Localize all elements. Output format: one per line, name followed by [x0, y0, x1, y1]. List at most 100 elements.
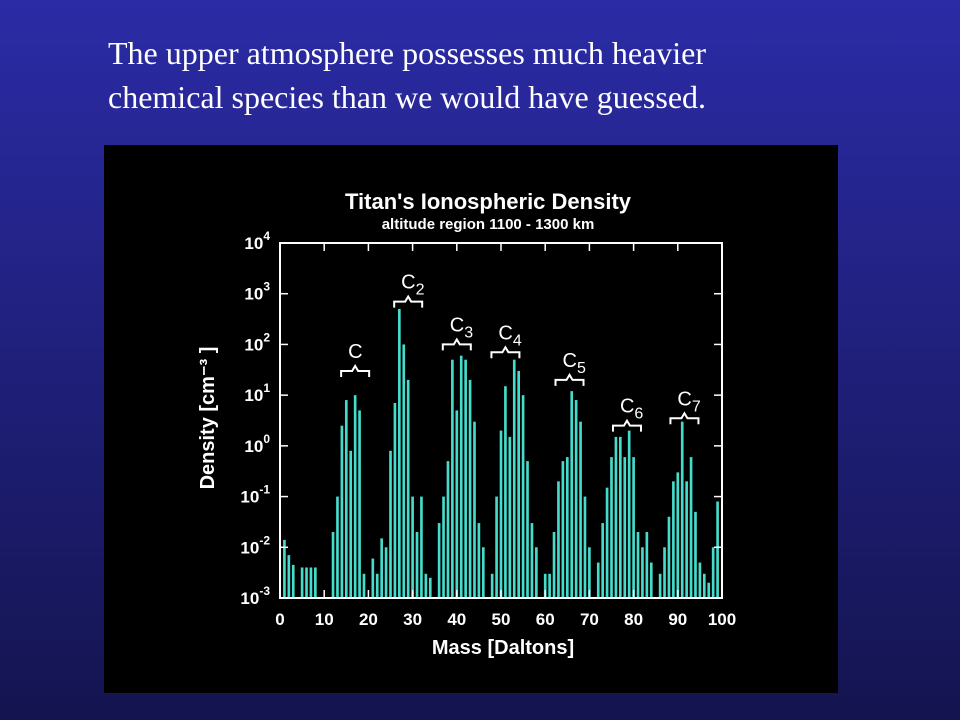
- bar: [685, 481, 688, 598]
- bar: [672, 481, 675, 598]
- annotation-bracket: [611, 418, 642, 432]
- slide-text: chemical species than we would have gues…: [108, 79, 706, 115]
- bar: [588, 547, 591, 598]
- x-tick-label: 70: [580, 610, 599, 629]
- y-tick-base: 10: [244, 285, 263, 304]
- bar: [411, 496, 414, 598]
- annotation-text: C: [620, 396, 634, 418]
- y-tick-label: 104: [244, 229, 270, 253]
- y-axis-label: Density [cm⁻³ ]: [197, 347, 219, 490]
- bar: [521, 395, 525, 598]
- bar: [371, 558, 375, 598]
- bar: [530, 523, 534, 598]
- y-tick-exponent: 0: [263, 432, 270, 446]
- bar: [380, 538, 383, 598]
- y-tick-base: 10: [244, 335, 263, 354]
- x-tick-label: 40: [447, 610, 466, 629]
- y-tick-exponent: 4: [263, 229, 270, 243]
- bar: [389, 450, 392, 598]
- annotation-text: C: [677, 388, 691, 410]
- bar: [353, 395, 357, 598]
- y-tick-exponent: -1: [259, 483, 270, 497]
- bar: [393, 402, 397, 598]
- bar: [552, 532, 556, 598]
- y-tick-exponent: -3: [259, 584, 270, 598]
- bar: [645, 532, 649, 598]
- y-tick-base: 10: [240, 488, 259, 507]
- bar: [512, 359, 516, 598]
- bar: [504, 386, 507, 598]
- bar: [490, 573, 494, 598]
- y-tick-exponent: 3: [263, 280, 270, 294]
- bar: [623, 457, 627, 598]
- bar: [428, 577, 432, 598]
- bar: [561, 461, 565, 598]
- bar: [694, 511, 697, 598]
- bar: [402, 344, 406, 598]
- bar: [702, 573, 706, 598]
- bar: [570, 391, 574, 598]
- bar: [437, 523, 441, 598]
- x-tick-label: 90: [668, 610, 687, 629]
- annotation-subscript: 5: [577, 360, 586, 377]
- annotation-label: C5: [563, 350, 586, 377]
- bar: [605, 487, 609, 598]
- bar: [632, 457, 635, 598]
- annotation-label: C2: [401, 272, 424, 299]
- bar: [627, 430, 631, 598]
- bar: [451, 359, 454, 598]
- y-tick-label: 100: [244, 432, 270, 456]
- y-tick-label: 10-1: [240, 483, 270, 507]
- annotation-subscript: 6: [634, 406, 643, 423]
- bar: [314, 567, 317, 598]
- bar: [331, 532, 335, 598]
- bar: [473, 421, 476, 598]
- x-tick-label: 30: [403, 610, 422, 629]
- bar: [543, 573, 547, 598]
- bar: [676, 472, 680, 598]
- bar: [415, 532, 419, 598]
- y-tick-label: 101: [244, 381, 270, 405]
- annotation-subscript: 4: [513, 332, 522, 349]
- x-tick-label: 80: [624, 610, 643, 629]
- bar: [658, 573, 662, 598]
- bar: [375, 573, 379, 598]
- bar: [649, 562, 653, 598]
- chart-subtitle: altitude region 1100 - 1300 km: [382, 216, 595, 233]
- bar: [610, 457, 613, 598]
- bar: [707, 582, 711, 598]
- bar: [614, 436, 618, 598]
- bar: [508, 436, 512, 598]
- bar: [548, 573, 551, 598]
- annotation-label: C4: [498, 322, 521, 349]
- annotation-subscript: 2: [416, 282, 425, 299]
- annotation-text: C: [563, 350, 577, 372]
- bar: [716, 501, 719, 598]
- x-axis-label: Mass [Daltons]: [432, 637, 574, 659]
- annotation-subscript: 3: [464, 324, 473, 341]
- bar: [499, 430, 503, 598]
- bar: [477, 523, 481, 598]
- y-tick-label: 10-2: [240, 533, 270, 557]
- bar: [689, 457, 693, 598]
- y-tick-base: 10: [240, 589, 259, 608]
- annotation-bracket: [393, 294, 424, 308]
- y-tick-label: 102: [244, 330, 270, 354]
- bar: [464, 359, 467, 598]
- x-tick-label: 100: [708, 610, 736, 629]
- y-tick-label: 103: [244, 280, 270, 304]
- annotation-bracket: [490, 345, 521, 359]
- bar: [291, 564, 295, 598]
- bar: [468, 379, 472, 598]
- annotation-bracket: [554, 372, 585, 386]
- bar: [446, 461, 450, 598]
- bar: [398, 308, 401, 598]
- bar: [406, 379, 410, 598]
- bar: [698, 562, 702, 598]
- annotation-text: C: [401, 272, 415, 294]
- bar: [340, 425, 344, 598]
- bar: [636, 532, 640, 598]
- bar: [495, 496, 498, 598]
- annotation-text: C: [498, 322, 512, 344]
